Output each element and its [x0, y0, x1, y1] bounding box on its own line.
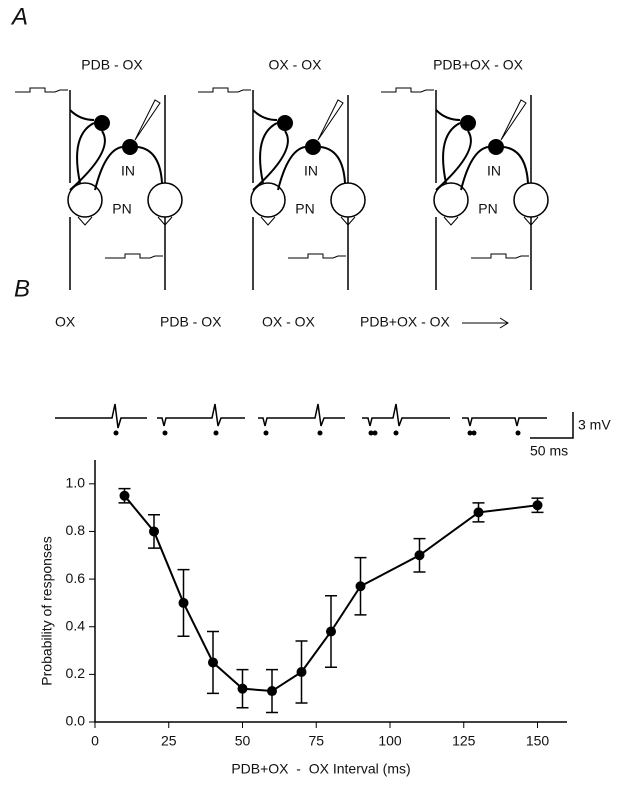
interneuron [94, 115, 110, 131]
synapse [260, 216, 356, 226]
diagram-title: PDB - OX [81, 57, 143, 73]
axes [94, 460, 567, 723]
stim-trace [15, 87, 163, 259]
y-tick-label: 0.6 [66, 570, 86, 586]
data-point [119, 490, 130, 501]
y-tick-label: 1.0 [66, 475, 86, 491]
cell-label: PN [295, 201, 314, 217]
circuit-diagram: PDB - OX IN PN [15, 57, 183, 290]
interneuron [460, 115, 476, 131]
x-tick-label: 25 [161, 733, 177, 749]
cell-label: PN [478, 201, 497, 217]
panel-label: B [14, 275, 30, 302]
axon [252, 90, 349, 290]
data-point [237, 683, 248, 694]
panel-label: A [10, 3, 28, 30]
interneuron [305, 139, 321, 155]
pyramidal-cell [330, 182, 366, 218]
electrode [134, 99, 161, 141]
data-point [414, 550, 425, 561]
pyramidal-cell [250, 182, 286, 218]
stim-trace [198, 87, 346, 259]
connection [435, 109, 529, 191]
y-tick-label: 0.8 [66, 522, 86, 538]
data-point [326, 626, 336, 637]
cell-label: IN [121, 163, 135, 179]
data-point [473, 507, 484, 518]
scale-label: 50 ms [530, 443, 568, 459]
pyramidal-cell [67, 182, 103, 218]
scale-label: 3 mV [578, 417, 611, 433]
trace-label: PDB+OX - OX [360, 314, 451, 330]
x-tick-label: 0 [91, 733, 99, 749]
synapse [443, 216, 539, 226]
data-point [296, 666, 307, 677]
data-point [532, 500, 543, 511]
y-tick-label: 0.2 [66, 665, 86, 681]
data-point [355, 581, 366, 592]
circuit-diagram: PDB+OX - OX IN PN [381, 57, 549, 290]
traces [55, 403, 547, 429]
data-point [178, 597, 189, 608]
interneuron [277, 115, 293, 131]
y-tick-label: 0.0 [66, 713, 86, 729]
cell-label: IN [304, 163, 318, 179]
interneuron [488, 139, 504, 155]
x-tick-label: 150 [526, 733, 550, 749]
connection [69, 109, 163, 191]
stim-trace [381, 87, 529, 259]
x-tick-label: 75 [308, 733, 324, 749]
data-point [267, 686, 277, 697]
cell-label: PN [112, 201, 131, 217]
trace-label: PDB - OX [160, 314, 222, 330]
interneuron [122, 139, 138, 155]
x-tick-label: 125 [452, 733, 476, 749]
pyramidal-cell [147, 182, 183, 218]
arrow [462, 317, 509, 329]
scale-bar [530, 412, 574, 439]
data-point [149, 526, 159, 537]
cell-label: IN [487, 163, 501, 179]
diagram-title: OX - OX [269, 57, 323, 73]
diagram-title: PDB+OX - OX [433, 57, 524, 73]
x-tick-label: 50 [235, 733, 251, 749]
trace-label: OX - OX [262, 314, 316, 330]
stimulus-dots [113, 430, 521, 436]
axon [69, 90, 166, 290]
x-axis-label: PDB+OX - OX Interval (ms) [231, 761, 410, 777]
y-axis-label: Probability of responses [39, 536, 55, 685]
pyramidal-cell [513, 182, 549, 218]
trace-label: OX [55, 314, 76, 330]
pyramidal-cell [433, 182, 469, 218]
synapse [77, 216, 173, 226]
connection [252, 109, 346, 191]
circuit-diagram: OX - OX IN PN [198, 57, 366, 290]
data-point [208, 657, 218, 668]
y-tick-label: 0.4 [66, 617, 86, 633]
electrode [500, 99, 527, 141]
x-tick-label: 100 [378, 733, 402, 749]
electrode [317, 99, 344, 141]
data-line [123, 495, 538, 693]
axon [435, 90, 532, 290]
